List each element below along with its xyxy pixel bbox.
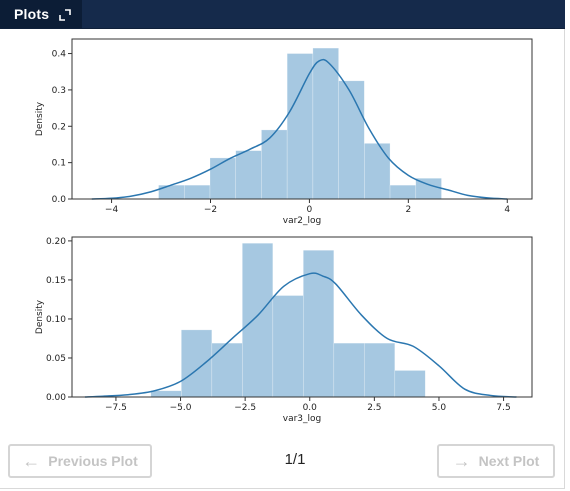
y-tick-label: 0.15 <box>46 276 66 286</box>
y-tick-label: 0.20 <box>46 237 66 247</box>
histogram-bar <box>235 150 262 200</box>
histogram-bar <box>364 143 391 200</box>
x-tick-label: 2.5 <box>367 403 381 413</box>
x-tick-label: −2.5 <box>234 403 256 413</box>
histogram-bar <box>338 80 365 200</box>
x-tick-label: 0.0 <box>303 403 318 413</box>
axes-frame <box>71 236 533 398</box>
histogram-bar <box>302 249 335 398</box>
x-tick-label: 2 <box>405 205 411 215</box>
histogram-bar <box>272 295 304 398</box>
y-tick-label: 0.05 <box>46 354 66 364</box>
axes-frame <box>71 38 533 200</box>
x-tick-label: 4 <box>504 205 510 215</box>
histogram-bar <box>363 342 396 398</box>
histogram-bar <box>389 184 417 200</box>
y-tick-label: 0.4 <box>52 50 67 60</box>
histogram-var2-log: 0.0 0.1 0.2 0.3 0.4 −4 −2 0 2 4 var2_log Density <box>35 38 533 226</box>
y-tick-label: 0.1 <box>52 159 66 169</box>
histogram-bar <box>286 53 314 200</box>
kde-line <box>84 272 517 398</box>
histogram-bar <box>394 370 426 398</box>
next-plot-button[interactable]: → Next Plot <box>437 444 555 478</box>
y-tick-label: 0.10 <box>46 315 66 325</box>
histogram-bar <box>261 129 288 200</box>
x-tick-label: 0 <box>307 205 313 215</box>
next-plot-label: Next Plot <box>478 453 540 469</box>
y-tick-label: 0.00 <box>46 393 66 403</box>
histogram-bar <box>333 342 365 398</box>
tab-plots-label: Plots <box>14 6 50 22</box>
y-axis-label: Density <box>35 101 45 136</box>
page-indicator: 1/1 <box>284 451 306 468</box>
x-tick-label: −4 <box>105 205 119 215</box>
tab-plots[interactable]: Plots <box>0 0 82 28</box>
plots-header: Plots <box>0 0 565 29</box>
histogram-bar <box>181 329 213 398</box>
y-tick-label: 0.2 <box>52 122 66 132</box>
histogram-bar <box>209 157 237 200</box>
histogram-bar <box>312 47 339 200</box>
histogram-bar <box>242 242 274 398</box>
histogram-bar <box>150 390 182 398</box>
x-axis-label: var2_log <box>283 216 322 226</box>
kde-line <box>91 58 508 200</box>
arrow-right-icon: → <box>452 451 471 471</box>
histogram-bar <box>158 184 185 200</box>
x-tick-label: 5.0 <box>432 403 447 413</box>
x-tick-label: −2 <box>204 205 217 215</box>
histogram-bar <box>183 184 211 200</box>
x-tick-label: −7.5 <box>105 403 127 413</box>
histogram-var3-log: 0.00 0.05 0.10 0.15 0.20 −7.5 −5.0 −2.5 0.0 2.5 5.… <box>35 236 533 424</box>
x-tick-label: −5.0 <box>170 403 192 413</box>
histogram-bar <box>211 342 243 398</box>
plot-frame <box>0 29 565 489</box>
expand-icon[interactable] <box>59 8 72 21</box>
previous-plot-button[interactable]: ← Previous Plot <box>8 444 152 478</box>
y-axis-label: Density <box>35 299 45 334</box>
y-tick-label: 0.0 <box>52 195 67 205</box>
previous-plot-label: Previous Plot <box>48 453 138 469</box>
x-axis-label: var3_log <box>283 414 322 424</box>
arrow-left-icon: ← <box>22 451 41 471</box>
x-tick-label: 7.5 <box>496 403 510 413</box>
y-tick-label: 0.3 <box>52 86 66 96</box>
